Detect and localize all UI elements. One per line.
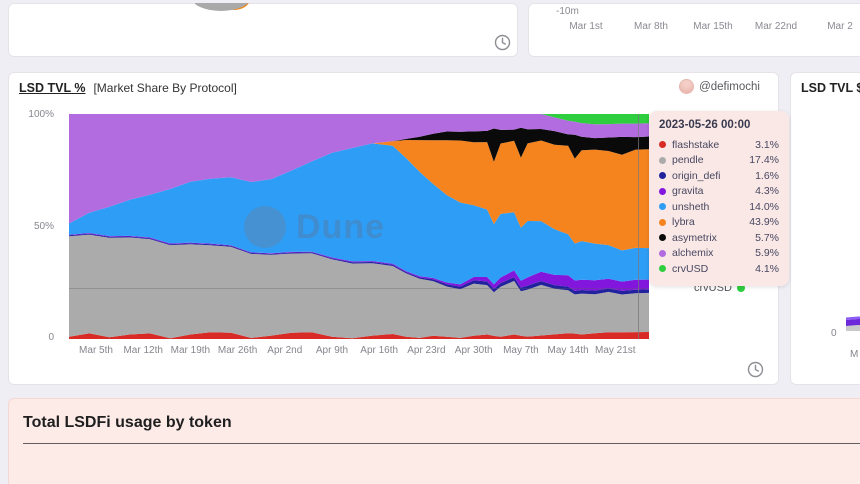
y-tick-100: 100%: [28, 109, 54, 120]
gridline-25pct: [69, 288, 649, 289]
x-tick: May 21st: [595, 345, 636, 356]
series-dot-icon: [659, 234, 666, 242]
series-dot-icon: [659, 141, 666, 149]
x-tick: May 7th: [503, 345, 539, 356]
x-tick: Mar 19th: [170, 345, 211, 356]
tooltip-row-pendle: pendle 17.4%: [659, 153, 779, 169]
area-series-gravita: [69, 233, 649, 291]
x-tick: Mar 15th: [693, 21, 733, 32]
series-value: 14.0%: [749, 200, 779, 213]
area-series-crvUSD: [69, 114, 649, 125]
series-dot-icon: [659, 249, 666, 257]
author-name: @defimochi: [699, 80, 760, 93]
area-series-pendle: [69, 234, 649, 339]
series-name: lybra: [672, 216, 695, 229]
series-value: 1.6%: [755, 169, 779, 182]
x-tick: Mar 8th: [634, 21, 668, 32]
series-name: alchemix: [672, 247, 714, 260]
tooltip-row-gravita: gravita 4.3%: [659, 184, 779, 200]
series-name: unsheth: [672, 200, 710, 213]
x-tick: Apr 16th: [360, 345, 399, 356]
x-tick: Mar 22nd: [754, 21, 798, 32]
tooltip-row-flashstake: flashstake 3.1%: [659, 137, 779, 153]
series-dot-icon: [659, 172, 666, 180]
chart-tooltip: 2023-05-26 00:00 flashstake 3.1% pendle 17.…: [649, 111, 789, 286]
stacked-area-chart[interactable]: Dune: [69, 114, 649, 339]
series-value: 3.1%: [755, 138, 779, 151]
tooltip-crosshair: [638, 114, 639, 339]
legend-dot-icon: [736, 284, 745, 292]
x-tick: Apr 23rd: [407, 345, 446, 356]
x-tick: Apr 2nd: [267, 345, 303, 356]
pie-chart-sliver: [195, 3, 249, 11]
tooltip-row-lybra: lybra 43.9%: [659, 215, 779, 231]
series-dot-icon: [659, 203, 666, 211]
tooltip-rows: flashstake 3.1% pendle 17.4% origin_defi 1.6%…: [659, 137, 779, 277]
chart-title[interactable]: LSD TVL $: [801, 81, 860, 95]
area-series-lybra: [69, 140, 649, 251]
series-name: gravita: [672, 185, 704, 198]
x-tick: Mar 2: [827, 21, 853, 32]
series-value: 17.4%: [749, 154, 779, 167]
x-tick: Apr 9th: [315, 345, 349, 356]
avatar: [679, 79, 695, 94]
series-name: crvUSD: [672, 262, 709, 275]
series-value: 4.1%: [755, 262, 779, 275]
area-series-flashstake: [69, 332, 649, 339]
chart-title-link[interactable]: LSD TVL %: [19, 81, 86, 95]
series-dot-icon: [659, 156, 666, 164]
area-series-alchemix: [69, 114, 649, 224]
tooltip-row-asymetrix: asymetrix 5.7%: [659, 230, 779, 246]
refresh-clock-icon[interactable]: [747, 361, 764, 378]
mini-chart-sliver: [846, 316, 860, 331]
y-tick-50: 50%: [33, 221, 54, 232]
x-tick: Mar 1st: [569, 21, 603, 32]
x-tick: Mar 26th: [217, 345, 258, 356]
y-tick-0: 0: [831, 328, 837, 339]
series-name: pendle: [672, 154, 704, 167]
series-dot-icon: [659, 187, 666, 195]
x-tick: Apr 30th: [454, 345, 493, 356]
y-tick-0: 0: [48, 332, 54, 343]
x-tick: May 14th: [547, 345, 589, 356]
series-name: asymetrix: [672, 231, 717, 244]
tooltip-row-alchemix: alchemix 5.9%: [659, 246, 779, 262]
series-dot-icon: [659, 265, 666, 273]
top-right-panel: -10m Mar 1st Mar 8th Mar 15th Mar 22nd Mar 2: [528, 3, 860, 57]
x-tick: Mar 5th: [79, 345, 113, 356]
total-lsdfi-usage-section: Total LSDFi usage by token: [8, 398, 860, 484]
panel-header: LSD TVL $ [: [801, 81, 860, 95]
tooltip-row-unsheth: unsheth 14.0%: [659, 199, 779, 215]
section-divider: [23, 443, 860, 444]
series-value: 5.9%: [755, 247, 779, 260]
tooltip-date: 2023-05-26 00:00: [659, 119, 751, 131]
author-badge[interactable]: @defimochi: [679, 79, 760, 94]
series-name: flashstake: [672, 138, 720, 151]
area-series-unsheth: [69, 143, 649, 285]
series-value: 5.7%: [755, 231, 779, 244]
x-axis-label-cut: M: [850, 349, 859, 360]
series-value: 43.9%: [749, 216, 779, 229]
y-axis-tick-neg10m: -10m: [556, 6, 579, 17]
x-axis: Mar 5th Mar 12th Mar 19th Mar 26th Apr 2nd Ap…: [69, 345, 649, 359]
series-name: origin_defi: [672, 169, 721, 182]
lsd-tvl-dollar-panel: LSD TVL $ [ 0 M: [790, 72, 860, 385]
series-dot-icon: [659, 218, 666, 226]
chart-subtitle: [Market Share By Protocol]: [93, 81, 237, 95]
series-value: 4.3%: [755, 185, 779, 198]
x-tick: Mar 12th: [123, 345, 163, 356]
refresh-clock-icon[interactable]: [494, 34, 511, 51]
tooltip-row-crvUSD: crvUSD 4.1%: [659, 261, 779, 277]
section-title: Total LSDFi usage by token: [23, 414, 232, 431]
stacked-area-svg: [69, 114, 649, 339]
tooltip-row-origin_defi: origin_defi 1.6%: [659, 168, 779, 184]
top-left-panel: [8, 3, 518, 57]
panel-header: LSD TVL % [Market Share By Protocol]: [19, 81, 237, 95]
